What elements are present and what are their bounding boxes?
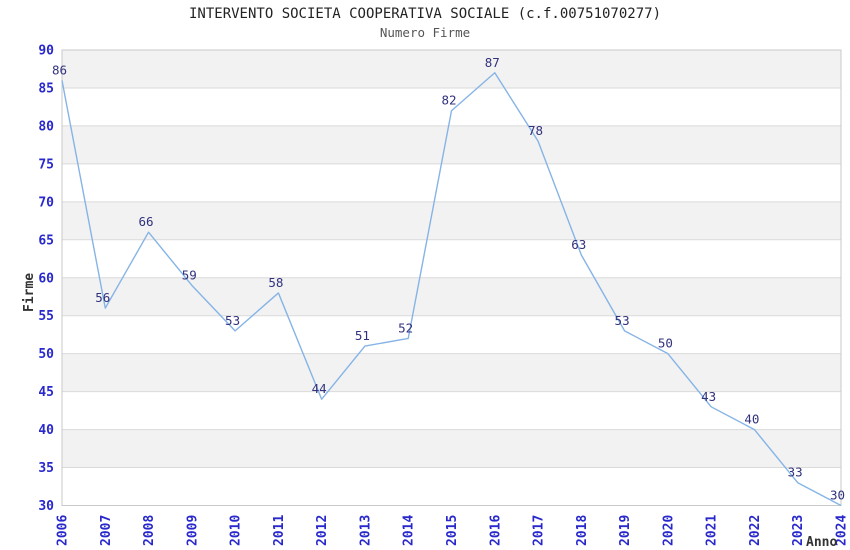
- data-point-label: 30: [830, 488, 845, 503]
- y-tick-label: 45: [38, 385, 54, 400]
- data-labels: 86 56 66 59 53 58 44 51 52 82 87 78 63 53 50 43 40 33 30: [52, 55, 845, 503]
- band: [62, 50, 841, 88]
- x-tick-label: 2023: [791, 515, 806, 546]
- data-point-label: 40: [744, 412, 759, 427]
- x-tick-label: 2007: [99, 515, 114, 546]
- y-tick-label: 90: [38, 44, 54, 59]
- data-point-label: 44: [312, 381, 327, 396]
- data-point-label: 63: [571, 237, 586, 252]
- band: [62, 391, 841, 430]
- data-point-label: 56: [95, 290, 110, 305]
- band: [62, 201, 841, 240]
- data-point-label: 52: [398, 320, 413, 335]
- data-point-label: 87: [485, 55, 500, 70]
- y-tick-label: 35: [38, 461, 54, 476]
- gridlines: [61, 49, 842, 506]
- band: [62, 125, 841, 164]
- y-tick-label: 75: [38, 157, 54, 172]
- plot-border: [61, 49, 842, 506]
- x-tick-label: 2020: [661, 515, 676, 546]
- x-axis-title: Anno: [806, 535, 837, 550]
- x-tick-label: 2006: [56, 515, 71, 546]
- band: [62, 239, 841, 278]
- x-tick-label: 2018: [575, 515, 590, 546]
- x-tick-label: 2012: [315, 515, 330, 546]
- band: [62, 429, 841, 468]
- data-point-label: 82: [441, 93, 456, 108]
- data-point-label: 59: [182, 267, 197, 282]
- x-tick-label: 2015: [445, 515, 460, 546]
- band: [62, 163, 841, 202]
- x-tick-label: 2010: [229, 515, 244, 546]
- data-point-label: 43: [701, 389, 716, 404]
- data-point-label: 53: [225, 313, 240, 328]
- y-tick-label: 60: [38, 271, 54, 286]
- y-tick-label: 40: [38, 423, 54, 438]
- data-point-label: 51: [355, 328, 370, 343]
- y-tick-label: 30: [38, 499, 54, 514]
- y-axis-title: Firme: [22, 273, 37, 312]
- series: [61, 72, 842, 507]
- x-tick-label: 2019: [618, 515, 633, 546]
- x-tick-label: 2021: [705, 515, 720, 546]
- y-tick-label: 50: [38, 347, 54, 362]
- x-tick-label: 2017: [532, 515, 547, 546]
- y-tick-label: 70: [38, 195, 54, 210]
- y-tick-label: 55: [38, 309, 54, 324]
- band: [62, 467, 841, 506]
- data-point-label: 78: [528, 123, 543, 138]
- band: [62, 277, 841, 316]
- data-point-label: 58: [268, 275, 283, 290]
- series-line: [61, 72, 842, 507]
- band: [62, 87, 841, 126]
- chart-subtitle: Numero Firme: [379, 25, 471, 40]
- x-tick-label: 2016: [488, 515, 503, 546]
- x-tick-label: 2008: [142, 515, 157, 546]
- chart-title: INTERVENTO SOCIETA COOPERATIVA SOCIALE (…: [188, 6, 661, 22]
- data-point-label: 50: [658, 336, 673, 351]
- x-tick-label: 2011: [272, 515, 287, 546]
- data-point-label: 86: [52, 62, 67, 77]
- x-tick-label: 2024: [835, 515, 850, 546]
- y-tick-label: 85: [38, 81, 54, 96]
- x-tick-label: 2013: [358, 515, 373, 546]
- data-point-label: 53: [615, 313, 630, 328]
- y-tick-label: 65: [38, 233, 54, 248]
- x-tick-label: 2014: [402, 515, 417, 546]
- band: [62, 315, 841, 354]
- band: [62, 353, 841, 392]
- axis-ticks: 30 35 40 45 50 55 60 65 70 75 80 85 90 2006 2007 2008 20…: [38, 44, 849, 547]
- background-bands: [62, 50, 841, 506]
- x-tick-label: 2022: [748, 515, 763, 546]
- y-tick-label: 80: [38, 119, 54, 134]
- data-point-label: 66: [138, 214, 153, 229]
- data-point-label: 33: [788, 465, 803, 480]
- x-tick-label: 2009: [185, 515, 200, 546]
